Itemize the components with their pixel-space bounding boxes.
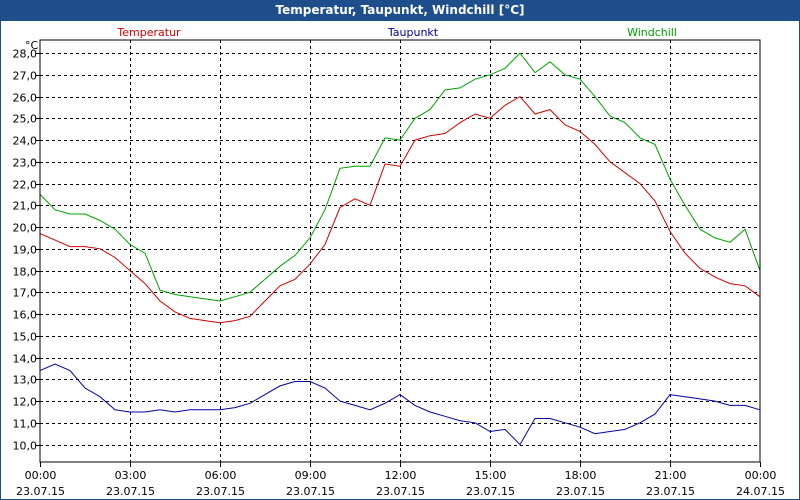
y-tick-label: 27,0 <box>13 70 38 83</box>
line-chart: 10,0 11,0 12,0 13,0 14,0 15,0 16,0 17,0 18,0 19,0… <box>13 26 785 498</box>
series-line-taupunkt <box>39 363 761 446</box>
x-tick-time: 18:00 <box>565 469 597 482</box>
x-tick-time: 09:00 <box>295 469 327 482</box>
x-tick-time: 12:00 <box>385 469 417 482</box>
grid <box>36 40 761 467</box>
x-tick-date: 23.07.15 <box>376 485 425 498</box>
x-tick-date: 24.07.15 <box>736 485 785 498</box>
x-tick-time: 15:00 <box>475 469 507 482</box>
y-tick-label: 12,0 <box>13 396 38 409</box>
x-tick-date: 23.07.15 <box>646 485 695 498</box>
y-tick-label: 28,0 <box>13 48 38 61</box>
window-title: Temperatur, Taupunkt, Windchill [°C] <box>0 0 800 20</box>
x-tick-date: 23.07.15 <box>16 485 65 498</box>
x-tick-time: 00:00 <box>25 469 57 482</box>
y-tick-label: 17,0 <box>13 287 38 300</box>
series-group <box>39 52 761 446</box>
x-tick-date: 23.07.15 <box>196 485 245 498</box>
legend: Temperatur Taupunkt Windchill <box>116 26 677 39</box>
y-tick-label: 20,0 <box>13 222 38 235</box>
y-tick-label: 15,0 <box>13 331 38 344</box>
y-tick-label: 14,0 <box>13 353 38 366</box>
x-tick-date: 23.07.15 <box>286 485 335 498</box>
y-tick-label: 24,0 <box>13 135 38 148</box>
y-tick-label: 19,0 <box>13 244 38 257</box>
y-tick-label: 13,0 <box>13 374 38 387</box>
y-axis-labels: 10,0 11,0 12,0 13,0 14,0 15,0 16,0 17,0 18,0 19,0… <box>13 48 38 453</box>
y-tick-label: 10,0 <box>13 440 38 453</box>
y-tick-label: 18,0 <box>13 266 38 279</box>
x-tick-date: 23.07.15 <box>556 485 605 498</box>
y-tick-label: 23,0 <box>13 157 38 170</box>
x-tick-time: 21:00 <box>655 469 687 482</box>
y-tick-label: 21,0 <box>13 200 38 213</box>
y-axis-unit: °C <box>25 39 39 52</box>
x-tick-time: 06:00 <box>205 469 237 482</box>
plot-border <box>39 39 761 463</box>
legend-entry-windchill: Windchill <box>627 26 677 39</box>
legend-entry-temperatur: Temperatur <box>116 26 181 39</box>
x-tick-date: 23.07.15 <box>466 485 515 498</box>
x-tick-date: 23.07.15 <box>106 485 155 498</box>
series-line-windchill <box>39 52 761 302</box>
y-tick-label: 22,0 <box>13 179 38 192</box>
legend-entry-taupunkt: Taupunkt <box>387 26 439 39</box>
x-axis-labels: 00:00 23.07.15 03:00 23.07.15 06:00 23.07.15 0… <box>16 469 785 498</box>
y-tick-label: 26,0 <box>13 92 38 105</box>
series-line-temperatur <box>39 95 761 324</box>
y-tick-label: 25,0 <box>13 113 38 126</box>
y-tick-label: 11,0 <box>13 418 38 431</box>
plot-panel: 10,0 11,0 12,0 13,0 14,0 15,0 16,0 17,0 18,0 19,0… <box>1 21 799 499</box>
x-tick-time: 00:00 <box>745 469 777 482</box>
x-tick-time: 03:00 <box>115 469 147 482</box>
y-tick-label: 16,0 <box>13 309 38 322</box>
